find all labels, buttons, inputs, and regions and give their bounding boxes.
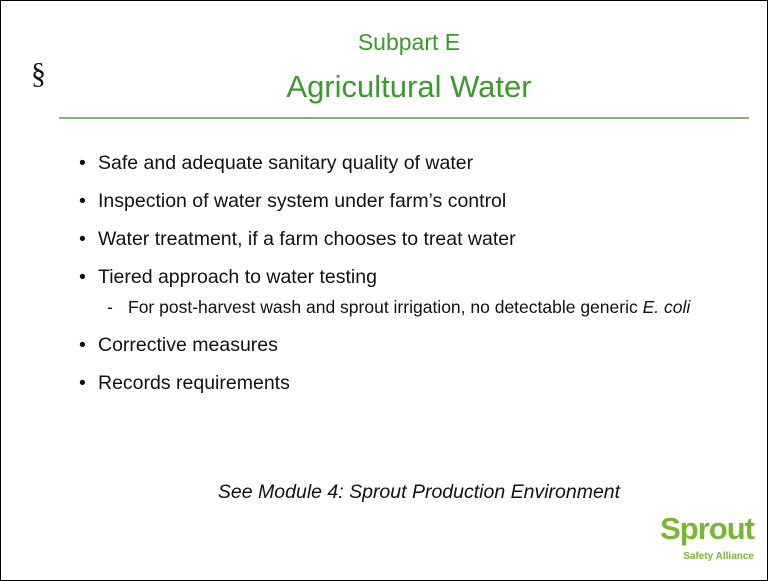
bullet: Corrective measures: [73, 333, 723, 357]
sub-bullet-italic: E. coli: [642, 297, 691, 317]
bullet-text: Tiered approach to water testing: [98, 266, 377, 288]
bullet-text: Safe and adequate sanitary quality of wa…: [98, 152, 474, 174]
footer-note: See Module 4: Sprout Production Environm…: [217, 481, 621, 503]
bullet-text: Inspection of water system under farm’s …: [98, 190, 507, 212]
bullet: Safe and adequate sanitary quality of wa…: [73, 151, 723, 175]
sub-bullet: For post-harvest wash and sprout irrigat…: [98, 295, 723, 319]
bullet-text: Water treatment, if a farm chooses to tr…: [98, 228, 516, 250]
bullet: Water treatment, if a farm chooses to tr…: [73, 227, 723, 251]
bullet-text: Corrective measures: [98, 334, 278, 356]
bullet-list: Safe and adequate sanitary quality of wa…: [73, 151, 723, 409]
bullet-text: Records requirements: [98, 372, 290, 394]
logo: Sprout Safety Alliance: [637, 511, 762, 571]
bullet: Records requirements: [73, 371, 723, 395]
sub-bullet-text: For post-harvest wash and sprout irrigat…: [128, 297, 638, 317]
title: Agricultural Water: [286, 69, 532, 104]
title-rule: [59, 117, 749, 119]
subtitle: Subpart E: [357, 29, 461, 55]
logo-name: Sprout: [660, 511, 755, 546]
logo-tagline: Safety Alliance: [683, 551, 754, 562]
bullet: Inspection of water system under farm’s …: [73, 189, 723, 213]
bullet: Tiered approach to water testing For post…: [73, 265, 723, 319]
section-symbol: §: [31, 57, 46, 90]
